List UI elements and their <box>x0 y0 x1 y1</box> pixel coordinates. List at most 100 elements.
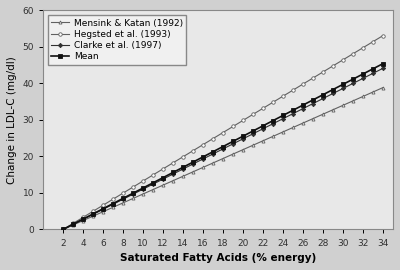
Mensink & Katan (1992) <box>101 210 106 213</box>
Hegsted et al. (1993) <box>311 76 316 80</box>
Hegsted et al. (1993) <box>341 58 346 61</box>
Mean <box>131 192 136 195</box>
Hegsted et al. (1993) <box>81 216 86 219</box>
Clarke et al. (1997) <box>71 223 76 226</box>
Mensink & Katan (1992) <box>191 170 196 173</box>
Hegsted et al. (1993) <box>221 131 226 134</box>
Mensink & Katan (1992) <box>361 95 366 98</box>
Mean <box>231 140 236 143</box>
Hegsted et al. (1993) <box>331 64 336 68</box>
Mean <box>81 217 86 221</box>
Clarke et al. (1997) <box>261 127 266 130</box>
Hegsted et al. (1993) <box>181 155 186 158</box>
Clarke et al. (1997) <box>241 137 246 140</box>
Mensink & Katan (1992) <box>281 130 286 134</box>
Mensink & Katan (1992) <box>351 99 356 103</box>
Clarke et al. (1997) <box>371 72 376 75</box>
Clarke et al. (1997) <box>81 218 86 221</box>
Mensink & Katan (1992) <box>271 135 276 138</box>
Hegsted et al. (1993) <box>321 70 326 73</box>
Mean <box>301 103 306 107</box>
Line: Hegsted et al. (1993): Hegsted et al. (1993) <box>61 34 385 231</box>
X-axis label: Saturated Fatty Acids (% energy): Saturated Fatty Acids (% energy) <box>120 253 316 263</box>
Line: Mensink & Katan (1992): Mensink & Katan (1992) <box>62 86 384 231</box>
Mensink & Katan (1992) <box>81 219 86 222</box>
Clarke et al. (1997) <box>161 177 166 181</box>
Mean <box>181 166 186 169</box>
Mensink & Katan (1992) <box>171 179 176 182</box>
Mensink & Katan (1992) <box>161 184 166 187</box>
Mensink & Katan (1992) <box>211 161 216 164</box>
Hegsted et al. (1993) <box>281 94 286 98</box>
Hegsted et al. (1993) <box>361 46 366 49</box>
Mensink & Katan (1992) <box>241 148 246 151</box>
Mean <box>211 150 216 153</box>
Clarke et al. (1997) <box>281 117 286 120</box>
Hegsted et al. (1993) <box>91 210 96 213</box>
Mensink & Katan (1992) <box>291 126 296 129</box>
Mensink & Katan (1992) <box>201 166 206 169</box>
Mean <box>71 223 76 226</box>
Clarke et al. (1997) <box>181 167 186 171</box>
Clarke et al. (1997) <box>271 122 276 125</box>
Mean <box>161 176 166 179</box>
Mean <box>261 124 266 127</box>
Hegsted et al. (1993) <box>111 198 116 201</box>
Clarke et al. (1997) <box>321 97 326 100</box>
Mensink & Katan (1992) <box>91 215 96 218</box>
Mean <box>61 228 66 231</box>
Mensink & Katan (1992) <box>71 223 76 227</box>
Clarke et al. (1997) <box>301 107 306 110</box>
Mensink & Katan (1992) <box>381 86 386 89</box>
Mean <box>221 145 226 148</box>
Mean <box>351 77 356 81</box>
Mean <box>121 197 126 200</box>
Y-axis label: Change in LDL-C (mg/dl): Change in LDL-C (mg/dl) <box>7 56 17 184</box>
Hegsted et al. (1993) <box>351 52 356 55</box>
Clarke et al. (1997) <box>61 228 66 231</box>
Mensink & Katan (1992) <box>331 108 336 111</box>
Mensink & Katan (1992) <box>301 122 306 125</box>
Hegsted et al. (1993) <box>371 40 376 43</box>
Clarke et al. (1997) <box>331 92 336 95</box>
Hegsted et al. (1993) <box>71 222 76 225</box>
Hegsted et al. (1993) <box>291 89 296 92</box>
Mensink & Katan (1992) <box>181 175 186 178</box>
Mensink & Katan (1992) <box>321 113 326 116</box>
Hegsted et al. (1993) <box>251 113 256 116</box>
Mensink & Katan (1992) <box>61 228 66 231</box>
Mean <box>291 109 296 112</box>
Clarke et al. (1997) <box>91 213 96 216</box>
Hegsted et al. (1993) <box>141 179 146 183</box>
Mean <box>101 207 106 210</box>
Hegsted et al. (1993) <box>191 149 196 152</box>
Clarke et al. (1997) <box>101 208 106 211</box>
Clarke et al. (1997) <box>171 173 176 176</box>
Mean <box>371 67 376 70</box>
Clarke et al. (1997) <box>381 67 386 70</box>
Mean <box>91 212 96 215</box>
Mensink & Katan (1992) <box>141 192 146 195</box>
Clarke et al. (1997) <box>231 142 236 146</box>
Mensink & Katan (1992) <box>231 153 236 156</box>
Mean <box>271 119 276 122</box>
Clarke et al. (1997) <box>111 203 116 206</box>
Clarke et al. (1997) <box>251 132 256 135</box>
Mean <box>331 88 336 91</box>
Mean <box>151 181 156 184</box>
Clarke et al. (1997) <box>221 147 226 150</box>
Mensink & Katan (1992) <box>371 90 376 94</box>
Hegsted et al. (1993) <box>121 191 126 195</box>
Clarke et al. (1997) <box>311 102 316 105</box>
Line: Clarke et al. (1997): Clarke et al. (1997) <box>62 67 384 231</box>
Mensink & Katan (1992) <box>261 139 266 142</box>
Hegsted et al. (1993) <box>231 125 236 128</box>
Clarke et al. (1997) <box>361 77 366 80</box>
Clarke et al. (1997) <box>121 198 126 201</box>
Mean <box>381 62 386 65</box>
Hegsted et al. (1993) <box>241 119 246 122</box>
Clarke et al. (1997) <box>151 183 156 186</box>
Mensink & Katan (1992) <box>111 206 116 209</box>
Hegsted et al. (1993) <box>61 228 66 231</box>
Legend: Mensink & Katan (1992), Hegsted et al. (1993), Clarke et al. (1997), Mean: Mensink & Katan (1992), Hegsted et al. (… <box>48 15 186 65</box>
